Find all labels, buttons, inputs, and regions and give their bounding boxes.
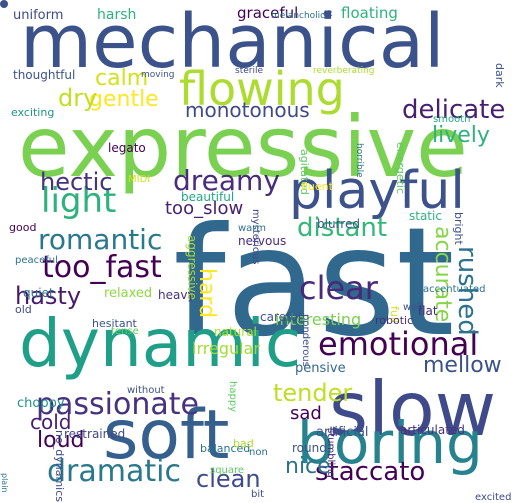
word-round: round [292, 441, 327, 455]
word-uniform: uniform [13, 8, 64, 23]
word-flat: flat [418, 304, 438, 318]
word-heavy: heavy [158, 288, 195, 302]
word-passionate: passionate [36, 387, 199, 422]
word-happy: happy [227, 381, 238, 413]
word-nervous: nervous [238, 234, 287, 248]
word-slow: slow [329, 365, 497, 453]
word-boring: boring [297, 409, 483, 477]
word-beautiful: beautiful [181, 190, 235, 204]
word-dreamy: dreamy [173, 164, 280, 197]
word-smooth: smooth [433, 114, 471, 125]
word-playful: playful [289, 161, 465, 221]
word-ponderous: ponderous [300, 314, 311, 367]
word-bad: bad [233, 437, 254, 450]
word-peaceful: peaceful [15, 255, 58, 266]
word-old: old [15, 303, 32, 316]
word-blurred: blurred [317, 217, 360, 231]
word-hectic: hectic [40, 168, 113, 196]
word-irregular: irregular [192, 339, 260, 358]
word-moving: moving [141, 70, 175, 80]
word-romantic: romantic [38, 223, 163, 256]
word-dark: dark [493, 63, 506, 88]
word-ok: ok [323, 9, 333, 18]
word-light: light [41, 181, 117, 221]
word-dry: dry [58, 84, 98, 112]
word-legato: legato [108, 141, 146, 155]
word-mechanical: mechanical [20, 0, 445, 85]
word-plain: plain [0, 473, 9, 493]
word-warm: warm [238, 223, 266, 234]
word-graceful: graceful [237, 4, 299, 22]
word-fast: fast [173, 196, 455, 370]
word-thoughtful: thoughtful [13, 68, 76, 82]
word-no-dynamics: no_dynamics [53, 430, 66, 502]
word-artificial: artificial [316, 425, 369, 440]
word-static: static [409, 209, 442, 223]
word-clear: clear [299, 269, 378, 307]
word-hasty: hasty [15, 282, 82, 310]
word-staccato: staccato [315, 457, 426, 487]
word-relaxed: relaxed [104, 286, 153, 301]
word-bit: bit [251, 489, 265, 500]
word-soft: soft [103, 396, 230, 475]
word-quiet: quiet [23, 286, 54, 300]
word-gentle: gentle [89, 87, 159, 112]
word-well: well [403, 302, 423, 313]
word-robotic: robotic [375, 314, 414, 327]
word-flowing: flowing [179, 62, 345, 116]
word-horrible: horrible [354, 143, 364, 178]
word-nice: nice [285, 454, 331, 479]
word-monotonous: monotonous [185, 98, 310, 122]
word-accentuated: accentuated [423, 284, 486, 295]
word-interesting: interesting [275, 310, 362, 329]
word-pensive: pensive [295, 361, 346, 376]
word-articulated: articulated [400, 423, 465, 437]
word-delicate: delicate [402, 95, 506, 125]
word-aggressive: aggressive [185, 235, 199, 300]
word-good: good [9, 221, 37, 234]
word-cold: cold [30, 410, 72, 434]
word-excited: excited [475, 492, 512, 503]
word-careful: careful [260, 310, 302, 324]
word-hesitant: hesitant [92, 317, 137, 330]
word-too-fast: too_fast [42, 250, 162, 285]
word-square: square [210, 465, 245, 476]
word-loud: loud [37, 428, 85, 453]
word-bright: bright [452, 212, 465, 245]
word-dramatic: dramatic [47, 454, 181, 489]
word-fluent: fluent [301, 180, 333, 193]
word-clean: clean [196, 465, 261, 493]
word-lively: lively [432, 123, 490, 148]
word-floating: floating [341, 4, 398, 22]
dot-mark [0, 0, 8, 8]
word-sterile: sterile [235, 66, 263, 76]
word-dynamic: dynamic [19, 305, 302, 382]
word-calm: calm [95, 66, 149, 91]
word-melancholic: melancholic [271, 11, 326, 21]
word-non: non [249, 447, 268, 458]
word-energetic: energetic [394, 142, 407, 195]
word-natural: natural [214, 325, 257, 339]
word-exciting: exciting [11, 106, 55, 119]
word-choppy: choppy [17, 396, 65, 411]
word-balanced: balanced [200, 442, 251, 455]
word-mysterious: mysterious [250, 209, 261, 265]
word-without: without [127, 385, 165, 396]
word-distant: distant [297, 213, 388, 243]
word-restrained: restrained [64, 427, 126, 441]
word-midi: MIDI [128, 174, 151, 185]
word-too-slow: too_slow [165, 198, 244, 219]
word-tender: tender [273, 379, 353, 407]
word-mellow: mellow [423, 353, 502, 378]
word-harsh: harsh [97, 7, 137, 23]
word-tense: tense [111, 326, 139, 337]
word-emotional: emotional [318, 325, 479, 363]
word-expressive: expressive [18, 98, 468, 196]
word-sad: sad [290, 403, 322, 424]
word-reverberating: reverberating [313, 66, 375, 76]
